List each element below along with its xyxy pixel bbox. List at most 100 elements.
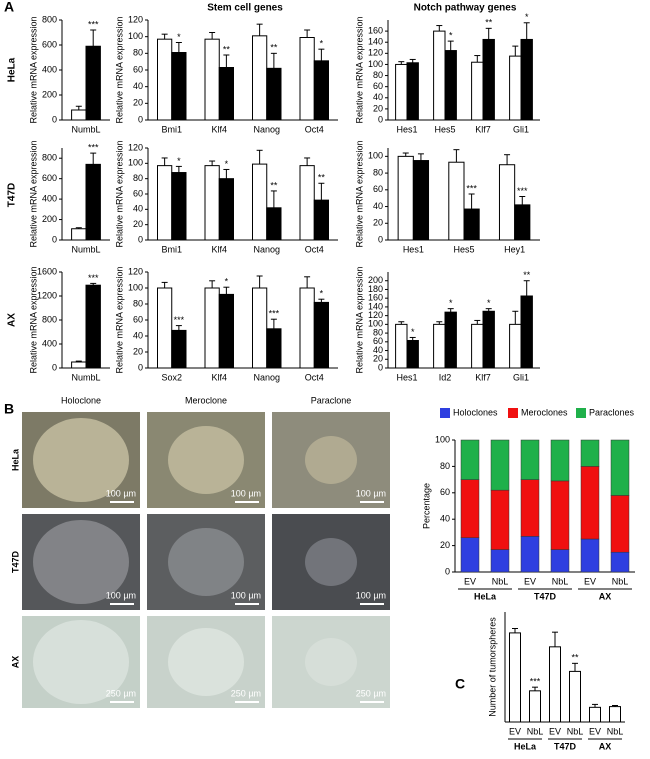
bar bbox=[266, 207, 282, 241]
group-label: T47D bbox=[554, 741, 577, 751]
x-tick-label: Bmi1 bbox=[161, 244, 182, 254]
bar bbox=[85, 163, 101, 241]
bar bbox=[514, 204, 531, 241]
panel-label: B bbox=[4, 401, 14, 417]
bar bbox=[509, 55, 522, 121]
column-label: Holoclone bbox=[61, 395, 101, 405]
significance: * bbox=[177, 32, 181, 42]
legend-swatch bbox=[576, 408, 586, 418]
scale-label: 250 µm bbox=[106, 688, 136, 698]
y-tick-label: 600 bbox=[42, 39, 57, 49]
significance: ** bbox=[571, 653, 579, 663]
bar bbox=[397, 155, 414, 241]
bar bbox=[266, 328, 282, 369]
scale-label: 100 µm bbox=[106, 488, 136, 498]
bar bbox=[412, 160, 430, 241]
bar-segment bbox=[460, 537, 480, 573]
colony bbox=[305, 436, 357, 484]
bar bbox=[71, 228, 87, 241]
bar bbox=[218, 67, 234, 121]
column-label: Meroclone bbox=[185, 395, 227, 405]
bar bbox=[218, 293, 234, 369]
bar-segment bbox=[550, 480, 570, 550]
scale-label: 250 µm bbox=[231, 688, 261, 698]
bar bbox=[520, 38, 533, 121]
x-tick-label: Hey1 bbox=[504, 244, 525, 254]
significance: *** bbox=[88, 19, 99, 29]
y-tick-label: 200 bbox=[42, 89, 57, 99]
bar bbox=[171, 172, 187, 241]
y-tick-label: 100 bbox=[128, 31, 143, 41]
x-tick-label: Klf4 bbox=[211, 244, 227, 254]
x-tick-label: Bmi1 bbox=[161, 124, 182, 134]
y-tick-label: 0 bbox=[378, 234, 383, 244]
x-tick-label: Klf4 bbox=[211, 372, 227, 382]
y-tick-label: 100 bbox=[368, 59, 383, 69]
y-tick-label: 140 bbox=[368, 37, 383, 47]
bar bbox=[482, 38, 495, 121]
significance: * bbox=[411, 327, 415, 337]
bar bbox=[299, 165, 315, 241]
legend-label: Paraclones bbox=[589, 407, 635, 417]
x-tick-label: NumbL bbox=[71, 372, 100, 382]
y-tick-label: 40 bbox=[133, 330, 143, 340]
y-tick-label: 80 bbox=[440, 461, 450, 471]
y-tick-label: 100 bbox=[368, 151, 383, 161]
bar bbox=[71, 109, 87, 121]
colony bbox=[33, 520, 129, 604]
y-axis-label: Percentage bbox=[421, 483, 431, 529]
y-tick-label: 20 bbox=[373, 103, 383, 113]
bar bbox=[471, 61, 484, 121]
bar-segment bbox=[520, 479, 540, 537]
y-tick-label: 20 bbox=[373, 354, 383, 364]
significance: * bbox=[225, 159, 229, 169]
bar bbox=[157, 165, 173, 241]
y-tick-label: 0 bbox=[52, 114, 57, 124]
significance: *** bbox=[174, 315, 185, 325]
x-tick-label: EV bbox=[549, 726, 561, 736]
bar-segment bbox=[580, 538, 600, 573]
y-axis-label: Relative mRNA expression bbox=[114, 140, 124, 247]
y-tick-label: 40 bbox=[133, 81, 143, 91]
row-label: HeLa bbox=[10, 448, 20, 471]
bar-segment bbox=[520, 439, 540, 480]
x-tick-label: NbL bbox=[492, 576, 509, 586]
bar-segment bbox=[580, 439, 600, 467]
bar bbox=[509, 323, 522, 369]
bar-segment bbox=[490, 489, 510, 550]
y-tick-label: 180 bbox=[368, 284, 383, 294]
y-tick-label: 0 bbox=[138, 362, 143, 372]
y-tick-label: 40 bbox=[133, 204, 143, 214]
colony bbox=[168, 426, 244, 494]
y-tick-label: 160 bbox=[368, 293, 383, 303]
bar bbox=[299, 287, 315, 369]
bar bbox=[157, 287, 173, 369]
bar bbox=[252, 163, 268, 241]
y-tick-label: 0 bbox=[138, 234, 143, 244]
y-tick-label: 120 bbox=[128, 266, 143, 276]
y-tick-label: 100 bbox=[128, 158, 143, 168]
row-label: T47D bbox=[7, 183, 18, 207]
legend-label: Meroclones bbox=[521, 407, 568, 417]
bar bbox=[549, 646, 561, 723]
y-tick-label: 800 bbox=[42, 314, 57, 324]
x-tick-label: EV bbox=[464, 576, 476, 586]
x-tick-label: Hes1 bbox=[396, 372, 417, 382]
x-tick-label: Klf4 bbox=[211, 124, 227, 134]
bar bbox=[85, 284, 101, 369]
bar bbox=[589, 706, 601, 723]
y-tick-label: 60 bbox=[440, 487, 450, 497]
y-tick-label: 200 bbox=[368, 275, 383, 285]
significance: * bbox=[320, 289, 324, 299]
y-tick-label: 60 bbox=[133, 64, 143, 74]
x-tick-label: Nanog bbox=[253, 244, 280, 254]
x-tick-label: Hes5 bbox=[434, 124, 455, 134]
y-tick-label: 0 bbox=[378, 114, 383, 124]
bar bbox=[204, 287, 220, 369]
bar bbox=[448, 161, 465, 241]
y-axis-label: Relative mRNA expression bbox=[28, 266, 38, 373]
y-tick-label: 120 bbox=[368, 310, 383, 320]
significance: * bbox=[487, 298, 491, 308]
bar bbox=[609, 706, 621, 723]
significance: ** bbox=[523, 270, 531, 280]
